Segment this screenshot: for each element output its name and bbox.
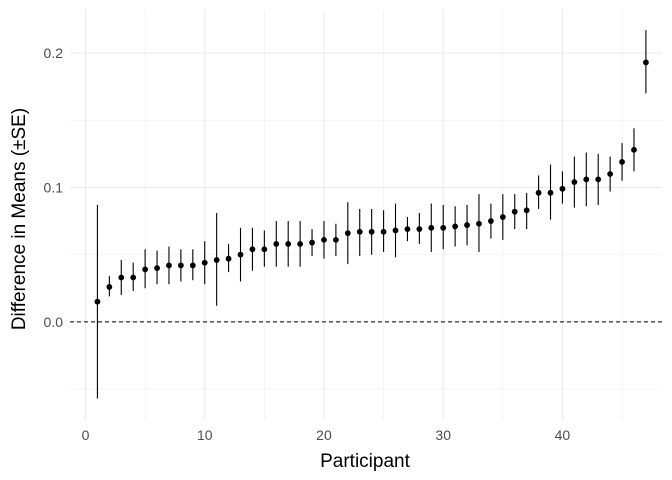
data-point (452, 223, 459, 230)
data-point (571, 179, 578, 185)
data-point (499, 214, 506, 220)
data-point (213, 257, 220, 263)
data-point (607, 171, 614, 177)
data-point (440, 224, 447, 231)
data-point (368, 228, 375, 235)
data-point (559, 185, 566, 192)
data-point (106, 284, 113, 290)
data-point (583, 176, 590, 183)
x-tick-label: 30 (435, 427, 451, 443)
data-point (344, 230, 351, 237)
data-point (177, 262, 184, 269)
data-point (261, 246, 268, 253)
data-point (631, 146, 637, 153)
data-point (201, 259, 208, 266)
data-point (321, 236, 327, 243)
data-point (619, 159, 625, 165)
data-point (428, 224, 435, 231)
data-point (225, 255, 232, 262)
data-point (118, 274, 125, 281)
data-point (285, 241, 292, 247)
data-point (511, 208, 518, 215)
plot-panel (70, 10, 662, 420)
data-point (380, 228, 387, 235)
y-tick-label: 0.0 (44, 314, 64, 330)
data-point (476, 220, 482, 227)
data-point (416, 226, 423, 233)
data-point (332, 236, 339, 243)
data-point (94, 298, 101, 305)
x-axis-title: Participant (320, 451, 410, 472)
data-point (154, 265, 160, 271)
data-point (547, 189, 554, 196)
data-point (404, 226, 411, 233)
y-axis-title: Difference in Means (±SE) (9, 108, 30, 330)
data-point (309, 239, 315, 246)
y-tick-label: 0.2 (44, 45, 64, 61)
x-tick-label: 40 (555, 427, 571, 443)
data-point (643, 59, 649, 66)
data-point (595, 176, 602, 183)
data-point (237, 251, 244, 258)
data-point (130, 274, 137, 281)
data-point (249, 246, 256, 253)
data-point (166, 262, 172, 269)
data-point (297, 241, 304, 247)
data-point (487, 218, 494, 224)
data-point (535, 189, 542, 196)
x-tick-label: 10 (197, 427, 213, 443)
x-tick-label: 20 (316, 427, 332, 443)
data-point (142, 266, 149, 273)
data-point (392, 227, 399, 234)
data-point (356, 228, 363, 235)
data-point (523, 207, 530, 214)
y-tick-label: 0.1 (44, 179, 64, 195)
data-point (273, 241, 280, 247)
data-point (464, 222, 470, 228)
x-tick-label: 0 (82, 427, 90, 443)
data-point (189, 262, 196, 269)
